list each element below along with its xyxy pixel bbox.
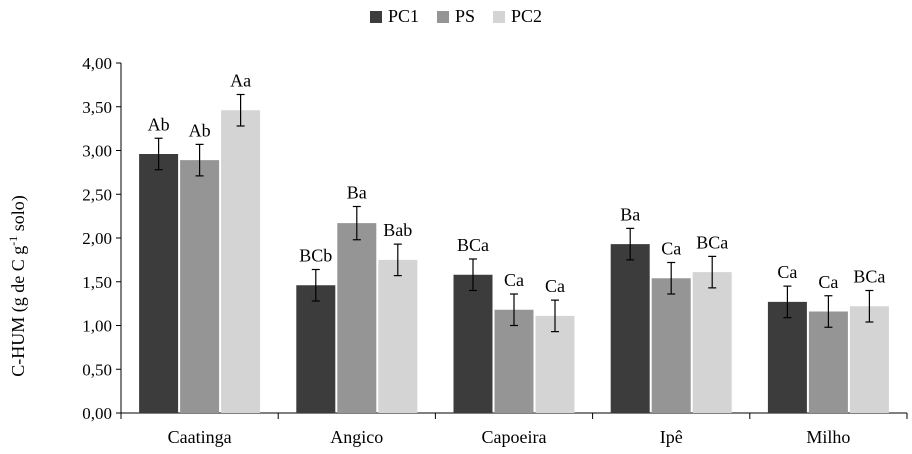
y-tick-label-0: 0,00: [82, 404, 112, 423]
data-label-pc1-4: Ca: [777, 262, 797, 282]
bar-pc2-3: [692, 272, 732, 413]
bar-pc1-2: [453, 274, 493, 413]
y-tick-label-1: 0,50: [82, 360, 112, 379]
bar-ps-4: [808, 311, 848, 413]
bar-pc2-0: [221, 110, 261, 413]
x-tick-label-0: Caatinga: [168, 427, 232, 447]
legend-item-pc1: PC1: [369, 6, 419, 27]
x-tick-label-2: Capoeira: [482, 427, 547, 447]
data-label-pc1-0: Ab: [148, 114, 170, 134]
data-label-pc2-1: Bab: [383, 220, 412, 240]
data-label-pc1-1: BCb: [299, 246, 332, 266]
bar-pc2-1: [378, 259, 418, 413]
legend-label-pc1: PC1: [387, 6, 419, 26]
data-label-ps-0: Ab: [189, 120, 211, 140]
bar-ps-1: [337, 223, 377, 413]
data-label-pc2-3: BCa: [696, 232, 728, 252]
bar-pc1-4: [767, 301, 807, 413]
data-label-ps-3: Ca: [661, 239, 681, 259]
chart-labels: Ab Ab Aa BCb Ba Bab BCa Ca Ca Ba Ca BCa Ca Ca BCa: [148, 71, 886, 297]
y-tick-label-4: 2,00: [82, 229, 112, 248]
data-label-pc1-3: Ba: [620, 204, 640, 224]
legend-item-pc2: PC2: [493, 6, 542, 27]
data-label-pc2-0: Aa: [230, 71, 251, 91]
y-tick-label-7: 3,50: [82, 98, 112, 117]
y-tick-label-8: 4,00: [82, 54, 112, 73]
bar-pc1-1: [296, 285, 336, 413]
y-tick-label-3: 1,50: [82, 273, 112, 292]
chart-legend: PC1 PS PC2: [0, 6, 912, 27]
y-axis-label-suffix: solo): [8, 195, 29, 236]
data-label-pc2-2: Ca: [545, 276, 565, 296]
data-label-ps-4: Ca: [818, 272, 838, 292]
chart-bars: [139, 93, 889, 413]
legend-label-ps: PS: [454, 6, 476, 26]
legend-swatch-pc1: [369, 10, 382, 23]
data-label-ps-2: Ca: [504, 270, 524, 290]
y-axis-label-sup: -1: [6, 236, 20, 246]
y-tick-label-2: 1,00: [82, 317, 112, 336]
legend-item-ps: PS: [436, 6, 476, 27]
bar-ps-0: [180, 160, 220, 413]
y-axis-label-prefix: C-HUM (g de C g: [8, 246, 29, 377]
bar-pc2-4: [849, 306, 889, 413]
x-tick-label-3: Ipê: [660, 427, 683, 447]
data-label-pc2-4: BCa: [853, 267, 885, 287]
x-tick-label-4: Milho: [806, 427, 850, 447]
data-label-ps-1: Ba: [347, 183, 367, 203]
y-tick-label-6: 3,00: [82, 142, 112, 161]
bar-pc1-3: [610, 244, 650, 413]
x-tick-label-1: Angico: [330, 427, 383, 447]
legend-label-pc2: PC2: [511, 6, 543, 26]
bar-ps-3: [651, 278, 691, 413]
bar-pc1-0: [139, 154, 179, 413]
y-axis-label: C-HUM (g de C g-1 solo): [6, 195, 29, 377]
y-tick-label-5: 2,50: [82, 185, 112, 204]
legend-swatch-ps: [436, 10, 449, 23]
bar-ps-2: [494, 309, 534, 413]
legend-swatch-pc2: [493, 10, 506, 23]
data-label-pc1-2: BCa: [457, 235, 489, 255]
